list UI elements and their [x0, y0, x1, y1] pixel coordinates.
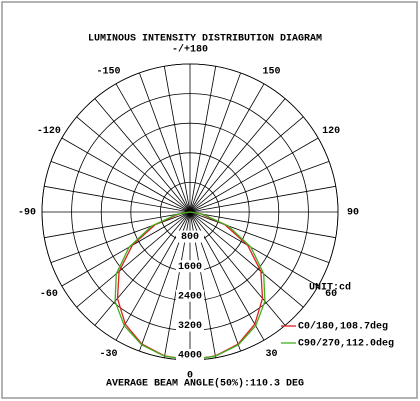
theta-tick-label: 120 — [322, 126, 340, 137]
angle-grid-line — [44, 211, 191, 239]
angle-grid-line — [189, 211, 319, 287]
theta-tick-label: 60 — [325, 289, 337, 300]
r-label-bg — [176, 289, 204, 302]
chart-title: LUMINOUS INTENSITY DISTRIBUTION DIAGRAM — [88, 34, 322, 45]
angle-grid-line — [44, 185, 191, 213]
r-label-bg — [176, 260, 204, 273]
angle-grid-line — [115, 83, 191, 213]
r-tick-label: 800 — [181, 232, 199, 243]
theta-tick-label: 150 — [262, 66, 280, 77]
theta-tick-label: -150 — [96, 66, 120, 77]
angle-grid-line — [189, 66, 217, 213]
r-tick-label: 2400 — [178, 291, 202, 302]
angle-grid-line — [61, 211, 191, 287]
angle-grid-line — [189, 137, 319, 213]
angle-grid-line — [61, 137, 191, 213]
angle-grid-line — [189, 83, 265, 213]
theta-tick-label: 0 — [187, 371, 193, 382]
angle-grid-line — [189, 211, 330, 263]
angle-grid-line — [189, 98, 286, 213]
r-label-bg — [176, 230, 204, 243]
theta-tick-label: -90 — [18, 208, 36, 219]
r-label-bg — [176, 319, 204, 332]
angle-grid-line — [50, 161, 191, 213]
angle-grid-line — [189, 211, 336, 239]
r-tick-label: 3200 — [178, 321, 202, 332]
unit-label: UNIT:cd — [309, 282, 351, 294]
r-tick-label: 1600 — [178, 262, 202, 273]
footer: AVERAGE BEAM ANGLE(50%):110.3 DEG — [106, 378, 304, 390]
angle-grid-line — [189, 161, 330, 213]
legend-label: C90/270,112.0deg — [298, 338, 394, 350]
angle-grid-line — [189, 185, 336, 213]
theta-tick-label: -/+180 — [172, 44, 208, 56]
angle-grid-line — [76, 116, 191, 213]
angle-grid-line — [189, 72, 241, 213]
angle-grid-line — [189, 211, 286, 326]
theta-tick-label: -120 — [37, 126, 61, 137]
theta-tick-label: -30 — [99, 349, 117, 360]
angle-grid-line — [189, 116, 304, 213]
angle-grid-line — [163, 66, 191, 213]
angle-grid-line — [94, 211, 191, 326]
theta-tick-label: 30 — [265, 349, 277, 360]
angle-grid-line — [94, 98, 191, 213]
angle-grid-line — [76, 211, 191, 308]
legend-label: C0/180,108.7deg — [298, 321, 388, 333]
angle-grid-line — [139, 72, 191, 213]
r-tick-label: 4000 — [178, 351, 202, 362]
angle-grid-line — [50, 211, 191, 263]
angle-grid-line — [189, 211, 304, 308]
theta-tick-label: 90 — [347, 208, 359, 219]
r-label-bg — [176, 349, 204, 361]
theta-tick-label: -60 — [40, 289, 58, 300]
